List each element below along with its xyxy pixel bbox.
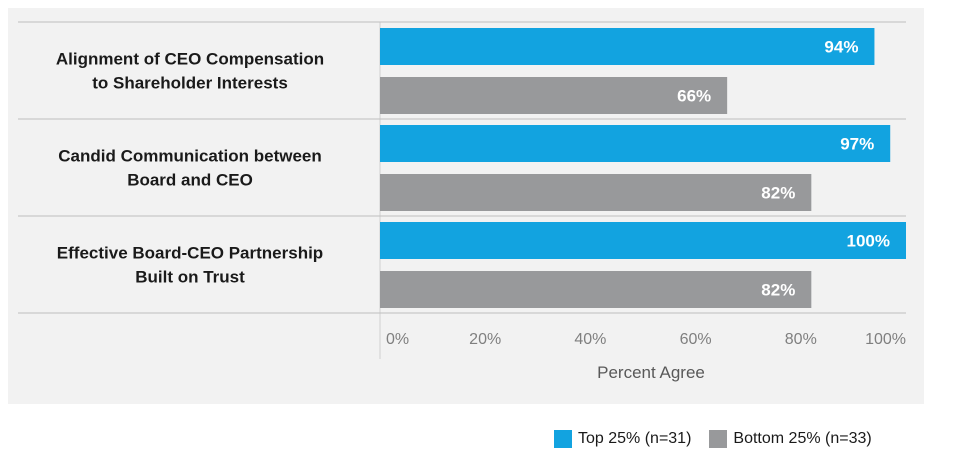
bar-value-label: 82% <box>761 281 795 300</box>
category-label-line: Board and CEO <box>127 171 253 190</box>
legend: Top 25% (n=31) Bottom 25% (n=33) <box>554 428 890 450</box>
x-tick-label: 20% <box>469 331 501 348</box>
bar-value-label: 82% <box>761 184 795 203</box>
bar-value-label: 66% <box>677 87 711 106</box>
bar-top25 <box>380 125 891 162</box>
legend-swatch-bottom <box>709 430 728 448</box>
legend-label-bottom: Bottom 25% (n=33) <box>733 430 872 447</box>
x-tick-label: 40% <box>574 331 606 348</box>
bar-top25 <box>380 28 875 65</box>
category-label-line: to Shareholder Interests <box>92 74 288 93</box>
x-tick-label: 0% <box>386 331 409 348</box>
bar-value-label: 94% <box>824 38 858 57</box>
bar-top25 <box>380 222 906 259</box>
category-label-line: Alignment of CEO Compensation <box>56 50 324 69</box>
bar-bottom25 <box>380 77 728 114</box>
bar-value-label: 97% <box>840 135 874 154</box>
category-label-line: Candid Communication between <box>58 147 322 166</box>
category-label: Alignment of CEO Compensation to Sharehol… <box>56 50 324 93</box>
bar-bottom25 <box>380 174 812 211</box>
bar-value-label: 100% <box>847 232 890 251</box>
x-tick-label: 80% <box>785 331 817 348</box>
legend-item-bottom: Bottom 25% (n=33) <box>709 430 872 448</box>
category-label: Candid Communication between Board and CE… <box>58 147 322 190</box>
chart-panel: Alignment of CEO Compensation to Sharehol… <box>8 8 924 404</box>
bar-chart: Alignment of CEO Compensation to Sharehol… <box>18 21 906 382</box>
legend-item-top: Top 25% (n=31) <box>554 430 691 448</box>
x-tick-label: 100% <box>865 331 906 348</box>
category-label-line: Built on Trust <box>135 268 245 287</box>
bar-bottom25 <box>380 271 812 308</box>
legend-swatch-top <box>554 430 572 448</box>
legend-label-top: Top 25% (n=31) <box>578 430 692 447</box>
category-label-line: Effective Board-CEO Partnership <box>57 244 323 263</box>
x-axis-title: Percent Agree <box>597 363 705 382</box>
category-label: Effective Board-CEO Partnership Built on … <box>57 244 323 287</box>
x-tick-label: 60% <box>680 331 712 348</box>
